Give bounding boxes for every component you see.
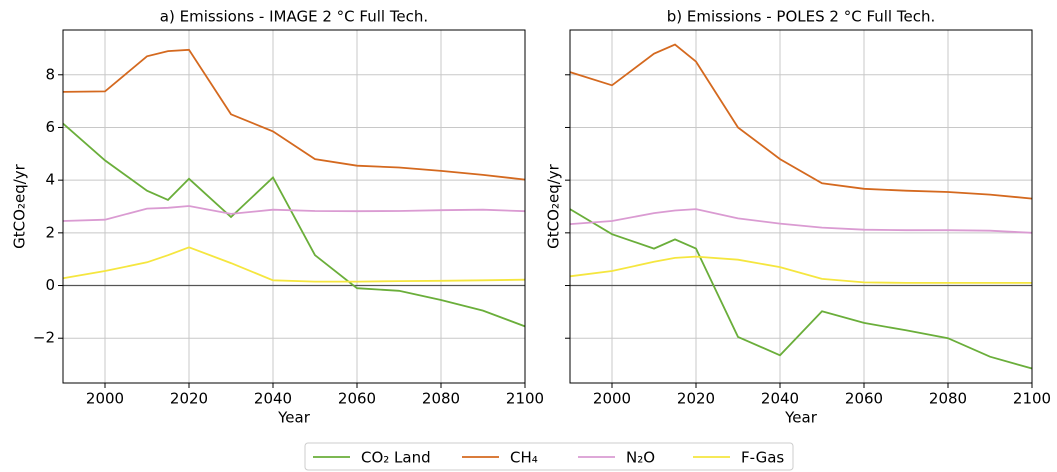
series-line xyxy=(62,205,526,222)
x-tick-label: 2040 xyxy=(761,390,799,408)
y-tick-label: 2 xyxy=(45,223,55,241)
x-tick-label: 2080 xyxy=(422,390,460,408)
x-tick-label: 2060 xyxy=(338,390,376,408)
x-tick-label: 2020 xyxy=(677,390,715,408)
x-tick-label: 2100 xyxy=(506,390,544,408)
legend-label: N₂O xyxy=(626,449,655,467)
y-tick-label: 4 xyxy=(45,171,55,189)
legend-label: F-Gas xyxy=(741,449,784,467)
y-axis-title: GtCO₂eq/yr xyxy=(545,163,563,248)
y-tick-label: 6 xyxy=(45,118,55,136)
x-tick-label: 2060 xyxy=(845,390,883,408)
y-tick-label: 0 xyxy=(45,276,55,294)
legend-label: CH₄ xyxy=(510,449,538,467)
y-tick-label: 8 xyxy=(45,65,55,83)
y-tick-label: −2 xyxy=(33,329,55,347)
plot-frame xyxy=(62,29,526,384)
x-axis-title: Year xyxy=(784,409,818,427)
x-tick-label: 2020 xyxy=(170,390,208,408)
x-tick-label: 2100 xyxy=(1013,390,1051,408)
x-tick-label: 2040 xyxy=(254,390,292,408)
series-line xyxy=(569,43,1033,200)
x-axis-title: Year xyxy=(277,409,311,427)
series-line xyxy=(62,122,526,328)
series-line xyxy=(62,246,526,283)
x-tick-label: 2080 xyxy=(929,390,967,408)
legend-label: CO₂ Land xyxy=(361,449,431,467)
series-line xyxy=(62,48,526,181)
series-line xyxy=(569,208,1033,234)
plot-frame xyxy=(569,29,1033,384)
series-line xyxy=(569,255,1032,284)
series-line xyxy=(569,208,1033,370)
legend-box xyxy=(304,442,794,471)
y-axis-title: GtCO₂eq/yr xyxy=(11,163,29,248)
x-tick-label: 2000 xyxy=(86,390,124,408)
chart-title: b) Emissions - POLES 2 °C Full Tech. xyxy=(667,8,935,26)
chart-title: a) Emissions - IMAGE 2 °C Full Tech. xyxy=(160,8,428,26)
x-tick-label: 2000 xyxy=(593,390,631,408)
